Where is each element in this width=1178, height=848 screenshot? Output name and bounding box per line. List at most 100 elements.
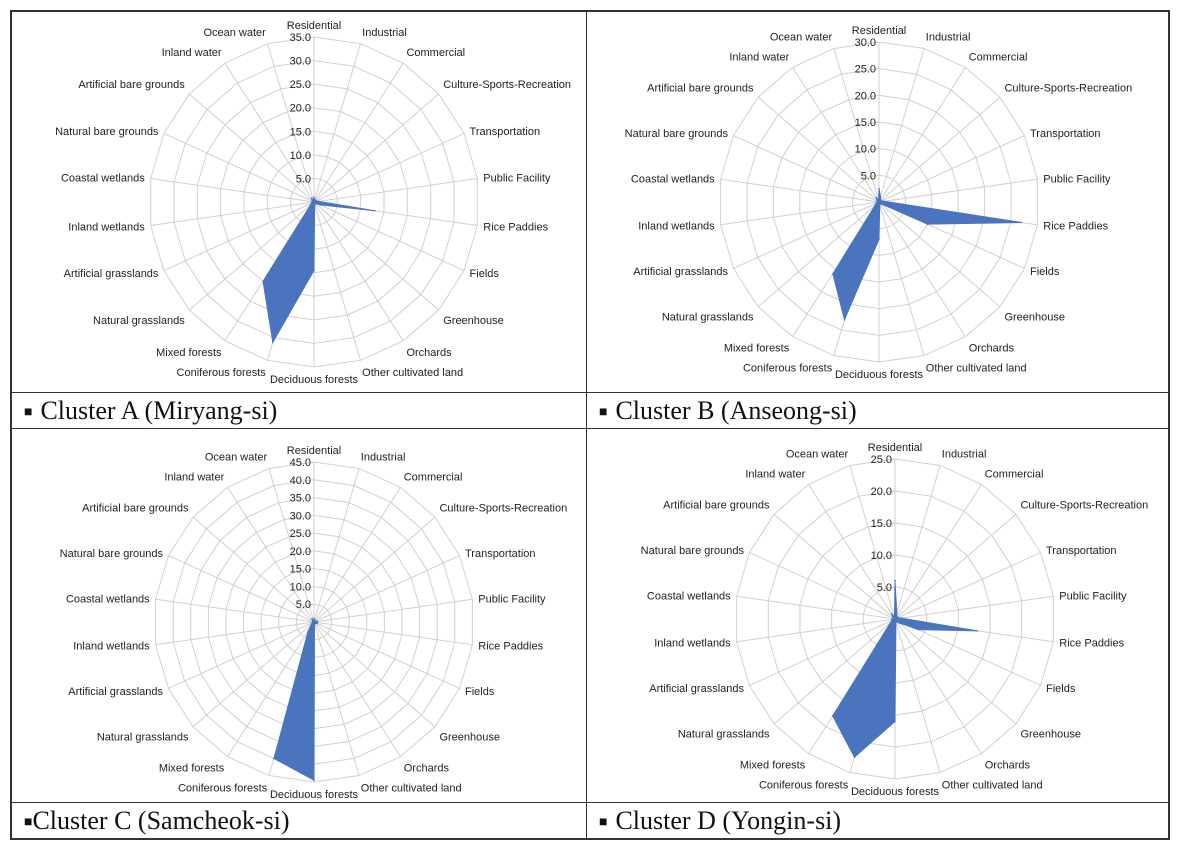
grid-spoke bbox=[313, 62, 404, 203]
bullet-icon: ■ bbox=[599, 405, 608, 421]
data-point-ocean-water bbox=[877, 199, 880, 202]
tick-label: 5.0 bbox=[296, 599, 311, 611]
caption-cluster-a: ■ Cluster A (Miryang-si) bbox=[12, 392, 586, 428]
category-label-natural-bare-grounds: Natural bare grounds bbox=[60, 548, 164, 560]
grid-spoke bbox=[757, 201, 880, 308]
data-point-ocean-water bbox=[893, 616, 896, 618]
category-label-transportation: Transportation bbox=[1046, 545, 1117, 557]
caption-text: Cluster B (Anseong-si) bbox=[615, 396, 857, 425]
grid-spoke bbox=[313, 468, 360, 623]
grid-spoke bbox=[313, 93, 440, 203]
category-label-ocean-water: Ocean water bbox=[203, 27, 266, 39]
data-point-public-facility bbox=[883, 200, 886, 203]
data-point-residential bbox=[894, 579, 896, 582]
data-point-artificial-bare-grounds bbox=[891, 616, 894, 618]
category-label-coastal-wetlands: Coastal wetlands bbox=[66, 593, 150, 605]
data-point-deciduous-forests bbox=[894, 720, 896, 723]
category-label-transportation: Transportation bbox=[470, 126, 541, 138]
category-label-rice-paddies: Rice Paddies bbox=[1043, 221, 1108, 233]
category-label-artificial-bare-grounds: Artificial bare grounds bbox=[78, 79, 185, 91]
grid-spoke bbox=[878, 201, 1001, 308]
category-label-ocean-water: Ocean water bbox=[786, 449, 849, 461]
grid-spoke bbox=[733, 135, 880, 203]
data-point-residential bbox=[878, 187, 880, 190]
data-point-mixed-forests bbox=[832, 272, 834, 275]
category-label-culture-sports-recreation: Culture-Sports-Recreation bbox=[1004, 82, 1132, 94]
data-point-artificial-bare-grounds bbox=[876, 199, 878, 202]
grid-spoke bbox=[150, 178, 315, 203]
data-point-fields bbox=[319, 204, 322, 206]
grid-spoke bbox=[878, 135, 1025, 203]
category-label-greenhouse: Greenhouse bbox=[1020, 729, 1081, 741]
grid-spoke bbox=[313, 178, 478, 203]
category-label-industrial: Industrial bbox=[361, 452, 406, 464]
data-point-mixed-forests bbox=[307, 630, 310, 632]
grid-spoke bbox=[773, 513, 896, 620]
grid-spoke bbox=[894, 595, 1054, 620]
grid-spoke bbox=[155, 598, 315, 623]
tick-label: 20.0 bbox=[871, 486, 892, 498]
category-label-natural-bare-grounds: Natural bare grounds bbox=[641, 545, 745, 557]
caption-cluster-b: ■ Cluster B (Anseong-si) bbox=[587, 392, 1168, 428]
tick-label: 15.0 bbox=[871, 518, 892, 530]
category-label-fields: Fields bbox=[1030, 266, 1060, 278]
category-label-coniferous-forests: Coniferous forests bbox=[177, 367, 267, 379]
tick-label: 30.0 bbox=[290, 56, 311, 68]
category-label-inland-water: Inland water bbox=[729, 51, 789, 63]
data-point-greenhouse bbox=[899, 622, 901, 624]
caption-text: Cluster A (Miryang-si) bbox=[40, 396, 278, 425]
caption-text: Cluster C (Samcheok-si) bbox=[32, 806, 290, 835]
data-point-coniferous-forests bbox=[272, 341, 274, 344]
tick-label: 10.0 bbox=[871, 550, 892, 562]
category-label-coniferous-forests: Coniferous forests bbox=[178, 782, 268, 794]
grid-spoke bbox=[878, 96, 1001, 203]
grid-spoke bbox=[313, 621, 473, 646]
caption-cluster-d: ■ Cluster D (Yongin-si) bbox=[587, 802, 1168, 838]
panel-cluster-a: 5.0 10.0 15.0 20.0 25.0 30.0 35.0 Residential In… bbox=[11, 11, 587, 429]
data-point-mixed-forests bbox=[262, 280, 264, 283]
grid-spoke bbox=[313, 201, 404, 342]
tick-label: 20.0 bbox=[290, 103, 311, 115]
category-label-natural-bare-grounds: Natural bare grounds bbox=[55, 126, 159, 138]
category-label-fields: Fields bbox=[465, 686, 495, 698]
category-label-residential: Residential bbox=[287, 20, 341, 32]
grid-spoke bbox=[313, 621, 401, 757]
data-series-area bbox=[273, 618, 319, 782]
data-point-natural-grasslands bbox=[874, 204, 876, 207]
data-point-deciduous-forests bbox=[313, 269, 315, 272]
grid-spoke bbox=[313, 487, 401, 623]
grid-spoke bbox=[878, 201, 925, 356]
grid-spoke bbox=[894, 618, 941, 773]
grid-spoke bbox=[313, 621, 360, 776]
grid-spoke bbox=[313, 598, 473, 623]
category-label-artificial-bare-grounds: Artificial bare grounds bbox=[82, 502, 189, 514]
category-label-natural-bare-grounds: Natural bare grounds bbox=[625, 128, 729, 140]
grid-spoke bbox=[720, 201, 880, 226]
tick-label: 10.0 bbox=[290, 150, 311, 162]
data-point-inland-water bbox=[310, 197, 313, 199]
tick-label: 20.0 bbox=[290, 546, 311, 558]
grid-spoke bbox=[155, 621, 315, 646]
grid-spoke bbox=[313, 43, 361, 203]
tick-label: 25.0 bbox=[855, 64, 876, 76]
grid-spoke bbox=[313, 516, 436, 623]
data-point-deciduous-forests bbox=[878, 238, 880, 241]
tick-label: 40.0 bbox=[290, 475, 311, 487]
grid-spoke bbox=[894, 513, 1017, 620]
grid-spoke bbox=[833, 48, 880, 203]
category-label-coastal-wetlands: Coastal wetlands bbox=[647, 590, 731, 602]
grid-spoke bbox=[878, 178, 1038, 203]
category-label-public-facility: Public Facility bbox=[1059, 590, 1127, 602]
data-point-inland-water bbox=[875, 196, 877, 199]
data-point-fields bbox=[926, 223, 929, 225]
category-label-coniferous-forests: Coniferous forests bbox=[743, 362, 833, 374]
category-label-industrial: Industrial bbox=[942, 449, 987, 461]
grid-spoke bbox=[168, 555, 315, 623]
tick-label: 5.0 bbox=[877, 582, 892, 594]
category-label-artificial-bare-grounds: Artificial bare grounds bbox=[647, 82, 754, 94]
category-label-artificial-grasslands: Artificial grasslands bbox=[64, 268, 159, 280]
grid-spoke bbox=[163, 133, 315, 203]
grid-spoke bbox=[313, 201, 440, 311]
category-label-artificial-grasslands: Artificial grasslands bbox=[649, 683, 744, 695]
